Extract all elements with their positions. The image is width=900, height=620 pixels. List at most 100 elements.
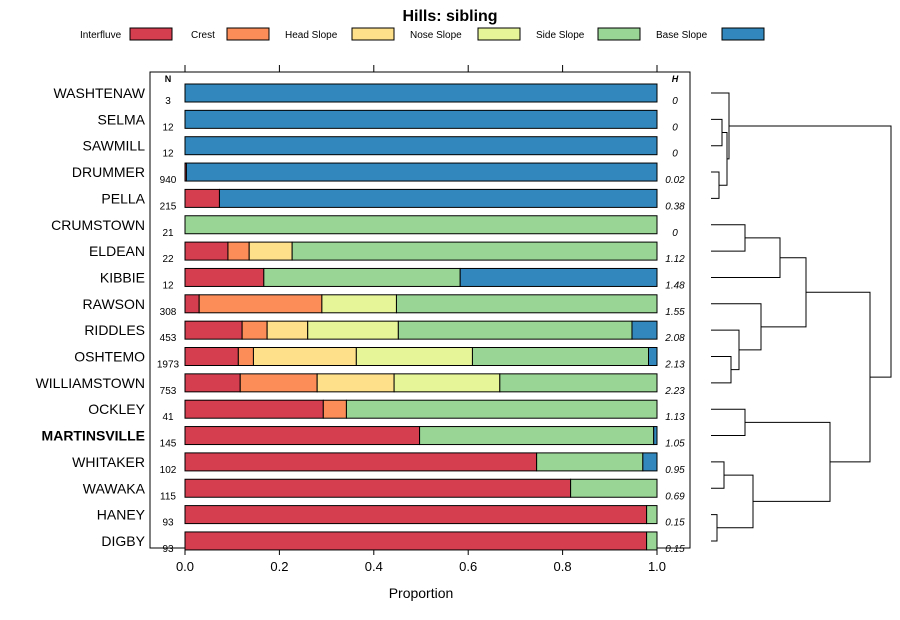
row-label: KIBBIE [100, 269, 145, 285]
row-count: 453 [160, 333, 177, 344]
bar-segment [184, 188, 220, 208]
row-entropy: 2.08 [664, 333, 685, 344]
row-entropy: 0 [672, 149, 678, 160]
row-label: ELDEAN [89, 243, 145, 259]
bar-segment [184, 426, 421, 446]
row-entropy: 1.13 [665, 412, 685, 423]
legend-swatch [597, 27, 641, 41]
bar-segment [316, 373, 395, 393]
x-tick-label: 0.2 [270, 559, 288, 574]
bar-segment [642, 452, 658, 472]
bar-segment [184, 267, 265, 287]
bar-segment [184, 452, 538, 472]
row-label: SELMA [98, 111, 146, 127]
bar-segment [184, 505, 648, 525]
row-count: 102 [160, 465, 177, 476]
bar-segment [241, 320, 268, 340]
chart-title: Hills: sibling [402, 8, 497, 25]
bar-segment [184, 241, 229, 261]
bar-segment [184, 399, 324, 419]
legend-label: Crest [191, 30, 215, 41]
dendrogram-branch [719, 132, 728, 186]
bar-segment [653, 426, 658, 446]
dendrogram-branch [711, 514, 718, 542]
bar-segment [184, 320, 243, 340]
row-count: 308 [160, 307, 177, 318]
bar-segment [291, 241, 658, 261]
row-label: SAWMILL [83, 138, 146, 154]
dendrogram-branch [745, 421, 831, 502]
bar-segment [397, 320, 633, 340]
bar-segment [185, 162, 658, 182]
bar-segment [218, 188, 658, 208]
bar-segment [184, 109, 658, 129]
row-label: CRUMSTOWN [51, 217, 145, 233]
bar-segment [184, 478, 572, 498]
row-entropy: 2.23 [664, 386, 685, 397]
bar-segment [184, 373, 241, 393]
row-entropy: 1.55 [665, 307, 685, 318]
dendrogram-branch [711, 461, 725, 489]
legend-swatch [129, 27, 173, 41]
row-label: WAWAKA [83, 480, 146, 496]
bar-segment [648, 347, 658, 366]
x-tick-label: 0.0 [176, 559, 194, 574]
row-entropy: 0.15 [665, 544, 685, 555]
legend-swatch [351, 27, 395, 41]
dendrogram-branch [711, 171, 720, 199]
bar-segment [184, 294, 200, 314]
row-count: 145 [160, 439, 177, 450]
bar-segment [263, 267, 461, 287]
bar-segment [355, 347, 473, 366]
bar-segment [252, 347, 357, 366]
row-count: 21 [162, 228, 174, 239]
bar-segment [239, 373, 318, 393]
row-count: 22 [162, 254, 174, 265]
dendrogram-branch [711, 92, 730, 160]
row-label: OCKLEY [88, 401, 145, 417]
x-tick-label: 1.0 [648, 559, 666, 574]
row-count: 1973 [157, 360, 180, 371]
dendrogram-branch [711, 356, 732, 384]
row-label: WASHTENAW [53, 85, 145, 101]
legend-label: Base Slope [656, 30, 708, 41]
row-label: DIGBY [101, 533, 145, 549]
row-label: OSHTEMO [74, 349, 145, 365]
legend-swatch [721, 27, 765, 41]
bar-segment [499, 373, 658, 393]
row-entropy: 0.69 [665, 491, 685, 502]
legend-swatch [477, 27, 521, 41]
bar-segment [471, 347, 650, 366]
bar-segment [393, 373, 501, 393]
dendrogram-branch [806, 291, 871, 463]
bar-segment [184, 531, 648, 551]
dendrogram-branch [711, 303, 762, 351]
bar-segment [237, 347, 254, 366]
row-entropy: 1.05 [665, 439, 685, 450]
dendrogram [711, 92, 892, 542]
bar-segment [184, 347, 239, 366]
bar-segment [536, 452, 644, 472]
row-label: HANEY [97, 507, 146, 523]
row-entropy: 0 [672, 228, 678, 239]
row-entropy: 1.48 [665, 280, 685, 291]
bar-segment [631, 320, 658, 340]
row-count: 12 [162, 149, 174, 160]
row-count: 93 [162, 518, 174, 529]
row-entropy: 1.12 [665, 254, 685, 265]
bar-segment [248, 241, 293, 261]
bar-segment [198, 294, 323, 314]
row-entropy: 0 [672, 122, 678, 133]
dendrogram-branch [717, 474, 754, 529]
bar-segment [321, 294, 397, 314]
bar-segment [307, 320, 399, 340]
dendrogram-branch [761, 257, 807, 328]
x-axis-label: Proportion [389, 585, 454, 601]
bar-segment [266, 320, 309, 340]
bar-segment [646, 531, 658, 551]
dendrogram-branch [711, 329, 740, 371]
count-header: N [165, 74, 172, 84]
x-tick-label: 0.6 [459, 559, 477, 574]
row-label: MARTINSVILLE [42, 428, 145, 444]
